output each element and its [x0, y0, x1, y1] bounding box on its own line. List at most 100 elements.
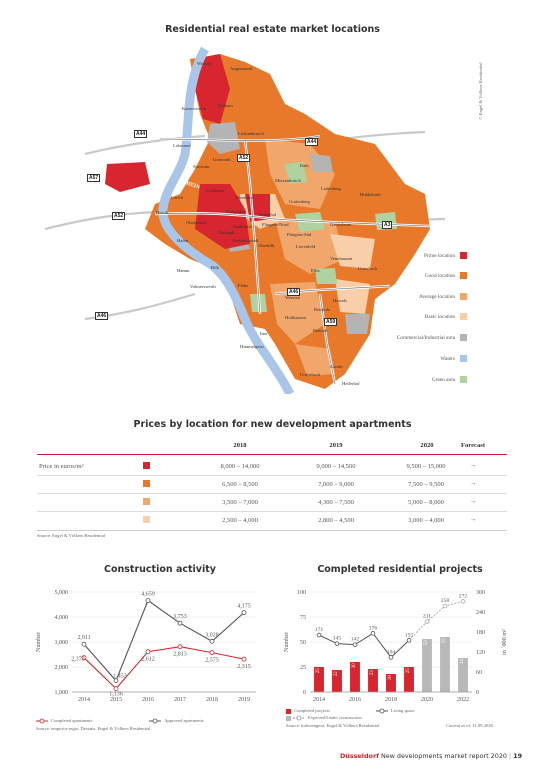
y-tick-label: 5,000	[55, 590, 69, 596]
forecast-arrow: →	[469, 498, 477, 505]
district-label: Volmerswerth	[190, 284, 216, 289]
bar	[368, 669, 378, 692]
district-label: Lichtenbroich	[238, 131, 264, 136]
row-separator	[37, 511, 507, 512]
district-label: Oberbilk	[258, 243, 275, 248]
bar	[422, 639, 432, 692]
bar-label: 55	[442, 638, 447, 644]
living-space-label: 211	[423, 614, 431, 620]
district-label: Hamm	[177, 268, 190, 273]
table-cell: 7,000 – 9,000	[318, 481, 354, 488]
table-cell: 2,800 – 4,500	[318, 517, 354, 524]
district-label: Stadtmitte	[233, 224, 252, 229]
table-source: Source: Engel & Völkers Residential	[37, 533, 106, 538]
district-label: Flehe	[238, 283, 249, 288]
district-label: Holthausen	[285, 315, 306, 320]
y-tick-label: 50	[300, 640, 306, 646]
district-label: Düsseltal	[259, 212, 277, 217]
district-label: Kaiserswerth	[182, 106, 207, 111]
data-label: 1,136	[109, 692, 123, 698]
district-label: Kalkum	[218, 103, 233, 108]
legend-commercial-label: Commercial/Industrial area	[396, 335, 455, 341]
district-map	[45, 46, 446, 394]
legend-waters-label: Waters	[440, 356, 455, 362]
x-tick-label: 2014	[78, 697, 90, 703]
y-right-tick-label: 0	[476, 690, 479, 696]
living-space-label: 155	[405, 632, 414, 638]
living-space-label: 272	[459, 593, 468, 599]
legend-waters-swatch	[460, 355, 467, 362]
legend-prime-swatch	[460, 252, 467, 259]
data-label: 4,175	[237, 604, 251, 610]
row-swatch-average	[143, 498, 150, 505]
legend-average-swatch	[460, 293, 467, 300]
bar	[314, 667, 324, 692]
table-cell: 3,500 – 7,000	[222, 499, 258, 506]
district-label: Flingern-Süd	[287, 232, 312, 237]
legend-good-swatch	[460, 272, 467, 279]
legend-completed-label: Completed apartments	[51, 718, 93, 723]
table-cell: 2,500 – 4,000	[222, 517, 258, 524]
forecast-arrow: →	[469, 516, 477, 523]
district-label: Ludenberg	[321, 186, 341, 191]
district-label: Flingern-Nord	[262, 222, 289, 227]
row-separator	[37, 475, 507, 476]
district-label: Lierenfeld	[296, 244, 316, 249]
district-label: Himmelgeist	[240, 344, 264, 349]
living-space-point	[370, 631, 376, 636]
map-title: Residential real estate market locations	[165, 24, 380, 35]
table-cell: 7,500 – 9,500	[408, 481, 444, 488]
y-tick-label: 75	[300, 615, 306, 621]
district-label: Benrath	[313, 328, 328, 333]
district-label: Oberkassel	[186, 220, 207, 225]
road-a46-west: A46	[95, 312, 109, 320]
data-label: 3,753	[173, 614, 187, 620]
x-tick-label: 2019	[238, 697, 250, 703]
district-label: Urdenbach	[300, 372, 321, 377]
data-label: 2,911	[77, 635, 90, 641]
data-point	[81, 655, 87, 661]
header-rule	[37, 454, 507, 455]
district-label: Lohausen	[173, 143, 191, 148]
data-point	[145, 598, 151, 603]
legend-expected-swatch	[286, 716, 291, 721]
legend-commercial-swatch	[460, 334, 467, 341]
table-cell: 9,500 – 15,000	[406, 463, 446, 470]
y-right-tick-label: 60	[476, 670, 482, 676]
bar-label: 30	[352, 663, 357, 669]
district-label: Heerdt	[156, 210, 169, 215]
living-space-point	[388, 655, 394, 660]
data-label: 3,028	[205, 632, 219, 638]
bar	[404, 667, 414, 692]
bar-label: 53	[424, 640, 429, 646]
district-label: Lörick	[171, 195, 184, 200]
footer-city: Düsseldorf	[340, 752, 379, 760]
row-swatch-good	[143, 480, 150, 487]
series-line	[83, 646, 245, 690]
district-label: Unterbach	[358, 266, 378, 271]
legend-green-label: Green area	[431, 377, 455, 383]
completed-projects-chart: 0 25 50 75 100 0 60 120 180 240 300 Number in ´000 m…	[283, 590, 508, 703]
col-header-2020: 2020	[420, 442, 434, 449]
district-label: Friedrichstadt	[233, 238, 259, 243]
living-space-line	[318, 632, 410, 659]
table-cell: 4,300 – 7,500	[318, 499, 354, 506]
district-label: Itter	[260, 331, 268, 336]
district-label: Derendorf	[235, 195, 254, 200]
prices-title: Prices by location for new development a…	[133, 419, 412, 430]
data-label: 2,575	[205, 658, 219, 664]
district-label: Golzheim	[206, 188, 225, 193]
legend-prime-label: Prime location	[423, 253, 455, 259]
bar-label: 25	[406, 668, 411, 674]
y-axis-label: Number	[283, 632, 290, 652]
road-a57: A57	[87, 174, 101, 182]
data-label: 2,315	[237, 664, 251, 670]
road-a59: A59	[324, 318, 338, 326]
legend-completed-marker	[36, 718, 48, 724]
y-right-tick-label: 240	[476, 610, 485, 616]
x-tick-label: 2018	[385, 697, 397, 703]
legend-approved-label: Approved apartments	[164, 718, 204, 723]
bar	[458, 658, 468, 692]
y-tick-label: 4,000	[55, 615, 69, 621]
data-label: 1,453	[113, 674, 127, 680]
